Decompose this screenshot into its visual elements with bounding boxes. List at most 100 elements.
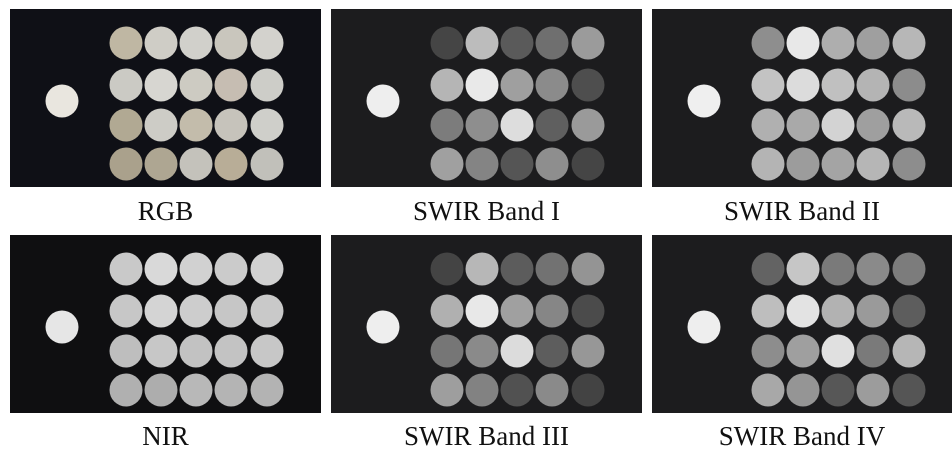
sample-disc bbox=[786, 147, 820, 181]
sample-disc bbox=[892, 252, 926, 286]
sample-disc bbox=[465, 26, 499, 60]
sample-disc bbox=[250, 373, 284, 407]
sample-disc bbox=[821, 68, 855, 102]
sample-disc bbox=[751, 373, 785, 407]
sample-disc bbox=[500, 26, 534, 60]
sample-disc bbox=[179, 147, 213, 181]
sample-disc bbox=[214, 108, 248, 142]
sample-disc bbox=[751, 294, 785, 328]
sample-disc bbox=[856, 294, 890, 328]
sample-disc bbox=[856, 68, 890, 102]
sample-disc bbox=[109, 26, 143, 60]
panel-swir-band-4-image bbox=[652, 235, 952, 413]
sample-disc bbox=[500, 68, 534, 102]
sample-disc bbox=[571, 147, 605, 181]
sample-disc bbox=[535, 108, 569, 142]
sample-disc bbox=[821, 26, 855, 60]
sample-disc bbox=[892, 68, 926, 102]
panel-swir-band-4 bbox=[652, 235, 952, 413]
caption-swir-band-1: SWIR Band I bbox=[413, 196, 560, 226]
caption-swir-band-3: SWIR Band III bbox=[404, 421, 569, 451]
sample-disc bbox=[571, 252, 605, 286]
sample-disc bbox=[179, 108, 213, 142]
sample-disc bbox=[179, 334, 213, 368]
sample-disc bbox=[144, 68, 178, 102]
sample-disc bbox=[465, 294, 499, 328]
caption-swir-band-2: SWIR Band II bbox=[724, 196, 880, 226]
sample-disc bbox=[856, 252, 890, 286]
sample-disc bbox=[109, 373, 143, 407]
sample-disc bbox=[856, 334, 890, 368]
sample-disc bbox=[109, 252, 143, 286]
sample-disc bbox=[430, 108, 464, 142]
sample-disc bbox=[179, 26, 213, 60]
sample-disc bbox=[821, 147, 855, 181]
sample-disc bbox=[430, 252, 464, 286]
reference-disc bbox=[366, 310, 400, 344]
reference-disc bbox=[366, 84, 400, 118]
sample-disc bbox=[821, 373, 855, 407]
sample-disc bbox=[250, 252, 284, 286]
sample-disc bbox=[179, 373, 213, 407]
sample-disc bbox=[535, 334, 569, 368]
sample-disc bbox=[144, 294, 178, 328]
sample-disc bbox=[535, 373, 569, 407]
sample-disc bbox=[856, 108, 890, 142]
reference-disc bbox=[45, 310, 79, 344]
sample-disc bbox=[535, 26, 569, 60]
sample-disc bbox=[144, 26, 178, 60]
sample-disc bbox=[430, 334, 464, 368]
sample-disc bbox=[786, 294, 820, 328]
sample-disc bbox=[109, 334, 143, 368]
sample-disc bbox=[179, 294, 213, 328]
sample-disc bbox=[214, 68, 248, 102]
sample-disc bbox=[751, 252, 785, 286]
sample-disc bbox=[500, 334, 534, 368]
sample-disc bbox=[109, 147, 143, 181]
sample-disc bbox=[250, 334, 284, 368]
sample-disc bbox=[821, 108, 855, 142]
panel-swir-band-2-image bbox=[652, 9, 952, 187]
sample-disc bbox=[571, 108, 605, 142]
sample-disc bbox=[786, 26, 820, 60]
sample-disc bbox=[214, 294, 248, 328]
sample-disc bbox=[214, 147, 248, 181]
sample-disc bbox=[500, 108, 534, 142]
sample-disc bbox=[430, 26, 464, 60]
sample-disc bbox=[465, 147, 499, 181]
sample-disc bbox=[786, 68, 820, 102]
sample-disc bbox=[500, 147, 534, 181]
sample-disc bbox=[892, 26, 926, 60]
sample-disc bbox=[465, 334, 499, 368]
sample-disc bbox=[430, 147, 464, 181]
sample-disc bbox=[571, 294, 605, 328]
sample-disc bbox=[250, 68, 284, 102]
sample-disc bbox=[751, 334, 785, 368]
sample-disc bbox=[821, 294, 855, 328]
sample-disc bbox=[430, 373, 464, 407]
sample-disc bbox=[892, 334, 926, 368]
sample-disc bbox=[179, 252, 213, 286]
sample-disc bbox=[109, 108, 143, 142]
sample-disc bbox=[144, 108, 178, 142]
sample-disc bbox=[571, 334, 605, 368]
sample-disc bbox=[500, 373, 534, 407]
panel-swir-band-2 bbox=[652, 9, 952, 187]
sample-disc bbox=[892, 373, 926, 407]
caption-rgb: RGB bbox=[137, 196, 194, 226]
sample-disc bbox=[214, 373, 248, 407]
sample-disc bbox=[500, 294, 534, 328]
sample-disc bbox=[751, 147, 785, 181]
sample-disc bbox=[892, 147, 926, 181]
sample-disc bbox=[465, 373, 499, 407]
sample-disc bbox=[535, 252, 569, 286]
sample-disc bbox=[786, 252, 820, 286]
sample-disc bbox=[786, 334, 820, 368]
sample-disc bbox=[892, 294, 926, 328]
sample-disc bbox=[821, 334, 855, 368]
sample-disc bbox=[465, 108, 499, 142]
panel-nir-image bbox=[10, 235, 321, 413]
sample-disc bbox=[751, 26, 785, 60]
panel-swir-band-1 bbox=[331, 9, 642, 187]
sample-disc bbox=[144, 252, 178, 286]
